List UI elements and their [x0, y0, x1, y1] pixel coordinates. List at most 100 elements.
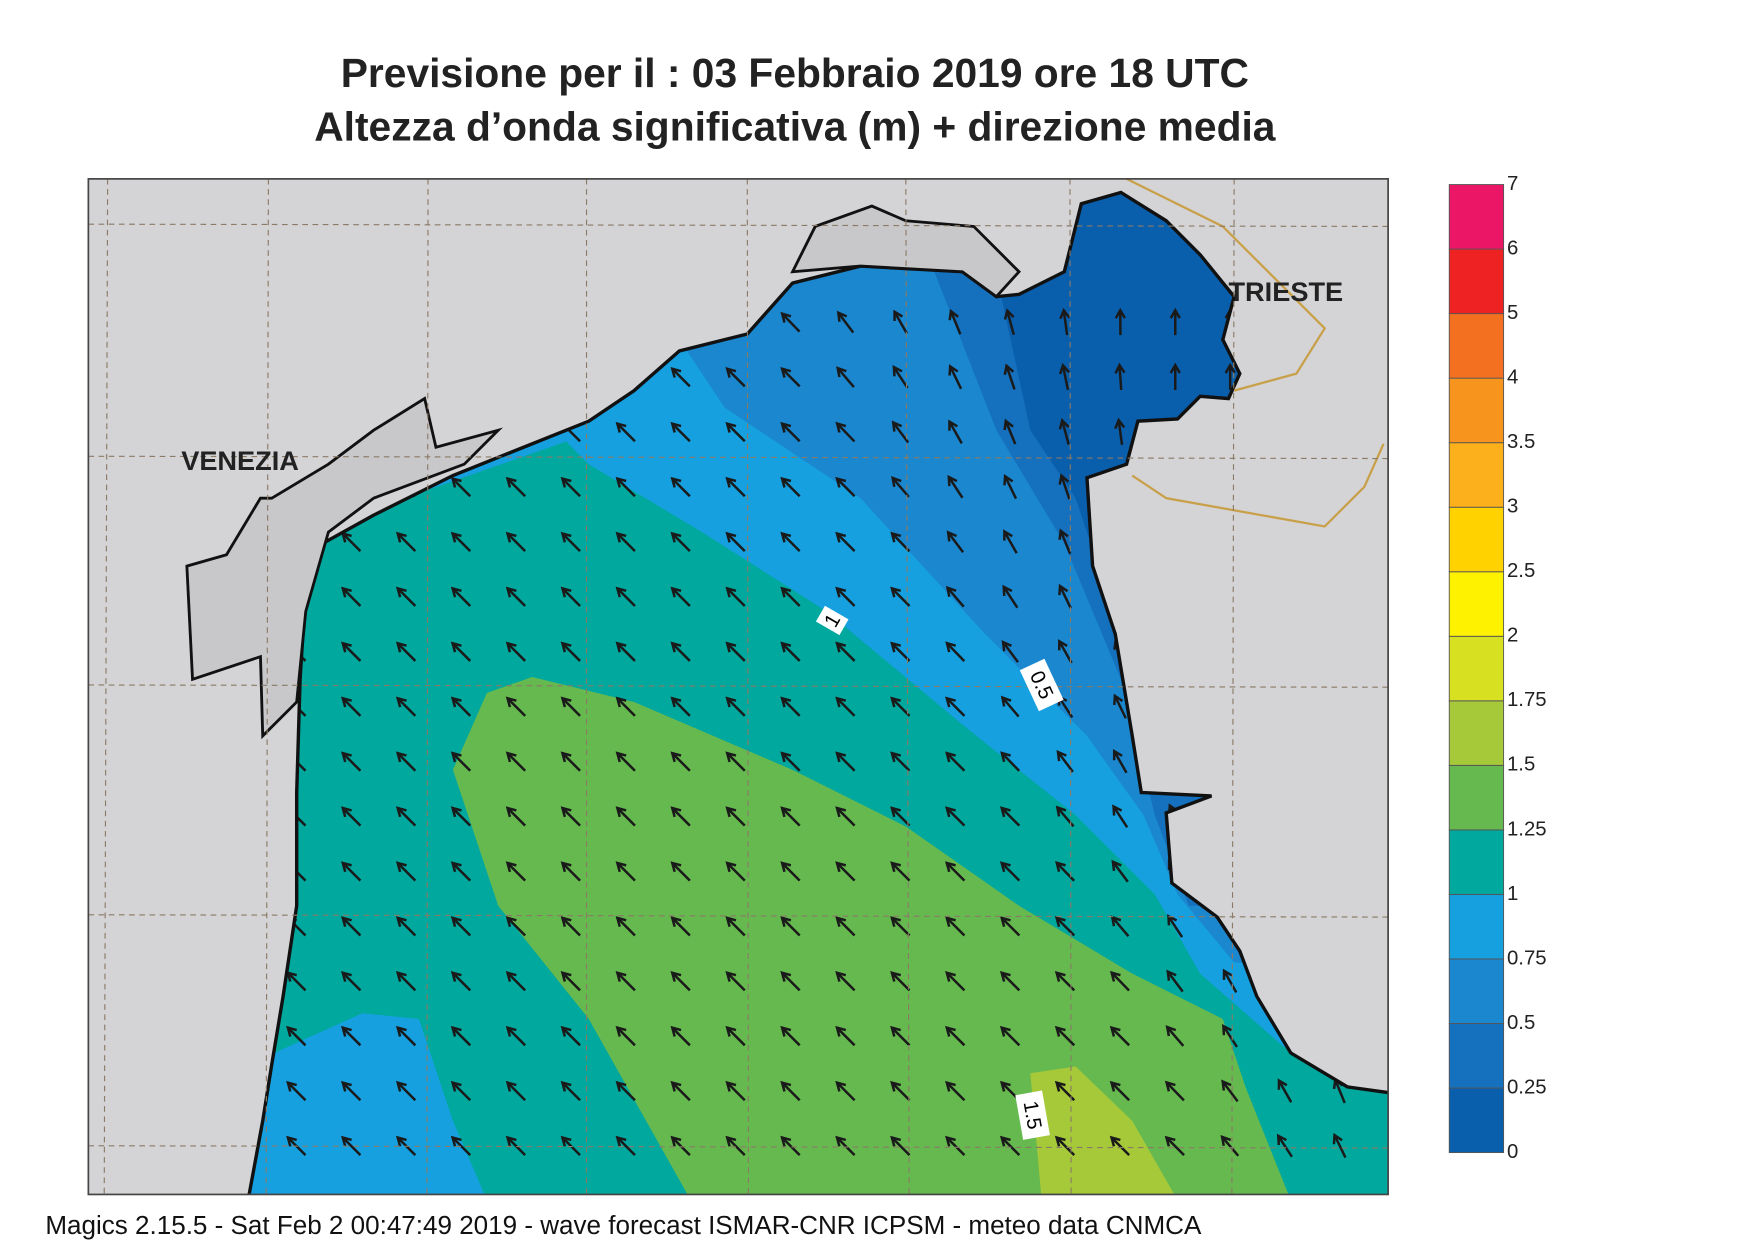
wave-arrow: [615, 916, 636, 937]
wave-arrow: [780, 531, 801, 553]
wave-arrow: [1058, 528, 1072, 555]
wave-arrow: [945, 1080, 966, 1102]
legend-label: 6: [1507, 237, 1518, 259]
legend-label: 0.5: [1507, 1012, 1535, 1034]
wave-arrow: [1221, 1023, 1239, 1048]
title: Previsione per il : 03 Febbraio 2019 ore…: [341, 50, 1249, 96]
wave-arrow: [1222, 968, 1238, 994]
legend-swatch: [1448, 248, 1505, 315]
legend-swatch: [1448, 958, 1505, 1024]
wave-arrow: [1114, 417, 1126, 446]
wave-arrow: [670, 641, 691, 662]
wave-arrow: [395, 531, 417, 553]
wave-arrow: [560, 586, 581, 607]
wave-arrow: [560, 861, 581, 882]
wave-arrow: [725, 696, 746, 717]
wave-arrow: [505, 751, 527, 772]
wave-arrow: [725, 641, 746, 662]
legend-swatch: [1448, 700, 1505, 766]
wave-arrow: [945, 585, 965, 608]
wave-arrow: [780, 311, 801, 333]
wave-arrow: [615, 1080, 636, 1102]
wave-arrow: [615, 586, 636, 607]
wave-arrow: [1001, 640, 1019, 663]
color-legend: 0 0.25 0.5 0.75 1 1.25 1.5 1.75 2 2.5 3 3.5 4 5 6 7: [1448, 173, 1547, 1163]
wave-arrow: [615, 696, 636, 717]
wave-arrow: [450, 531, 472, 553]
wave-arrow: [999, 916, 1021, 937]
wave-arrow: [670, 696, 691, 717]
legend-swatch: [1448, 506, 1505, 573]
wave-arrow: [670, 916, 691, 937]
wave-arrow: [341, 861, 362, 882]
wave-arrow: [341, 971, 362, 992]
wave-arrow: [999, 1135, 1021, 1157]
wave-arrow: [615, 751, 636, 772]
wave-arrow: [505, 641, 527, 662]
wave-arrow: [946, 530, 965, 554]
wave-arrow: [670, 861, 691, 882]
wave-arrow: [1058, 583, 1073, 609]
wave-arrow: [1003, 418, 1017, 445]
wave-arrow: [505, 1080, 527, 1102]
legend-label: 1: [1507, 883, 1518, 905]
wave-arrow: [615, 476, 636, 498]
wave-arrow: [725, 861, 746, 882]
wave-arrow: [893, 309, 908, 335]
wave-arrow: [341, 1135, 362, 1157]
wave-arrow: [725, 1025, 746, 1047]
wave-arrow: [1056, 749, 1074, 773]
wave-arrow: [341, 641, 362, 662]
legend-label: 1.25: [1507, 818, 1547, 840]
wave-arrow: [1003, 473, 1018, 500]
wave-arrow: [1277, 1078, 1293, 1103]
wave-arrow: [890, 1080, 911, 1102]
legend-label: 0: [1507, 1141, 1518, 1163]
wave-arrow: [1164, 1080, 1185, 1102]
wave-arrow: [780, 751, 801, 772]
wave-arrow: [780, 696, 801, 717]
legend-label: 2.5: [1507, 560, 1535, 582]
wave-arrow: [780, 421, 801, 443]
wave-arrow: [395, 916, 417, 937]
wave-arrow: [450, 971, 472, 992]
wave-arrow: [835, 1025, 856, 1047]
wave-arrow: [891, 420, 910, 444]
wave-arrow: [1167, 914, 1184, 938]
wave-arrow: [890, 751, 911, 772]
wave-arrow: [670, 971, 691, 992]
wave-arrow: [1114, 307, 1126, 336]
wave-arrow: [395, 806, 417, 827]
legend-swatch: [1448, 893, 1505, 960]
wave-arrow: [1111, 859, 1129, 883]
wave-arrow: [780, 1135, 801, 1157]
wave-arrow: [780, 861, 801, 882]
wave-arrow: [780, 971, 801, 992]
wave-arrow: [670, 586, 691, 607]
wave-arrow: [835, 476, 856, 498]
wave-arrow: [505, 531, 527, 553]
place-label: VENEZIA: [181, 445, 299, 476]
wave-arrow: [835, 1135, 856, 1157]
wave-arrow: [615, 1135, 636, 1157]
wave-arrow: [395, 641, 417, 662]
wave-arrow: [945, 971, 966, 992]
wave-arrow: [1055, 861, 1076, 882]
wave-arrow: [890, 641, 911, 662]
contour-label-text: 1.5: [1019, 1099, 1046, 1131]
wave-arrow: [1058, 639, 1073, 664]
legend-swatch: [1448, 764, 1505, 831]
wave-arrow: [835, 806, 856, 827]
wave-arrow: [450, 476, 472, 498]
legend-swatch: [1448, 377, 1505, 444]
wave-arrow: [1220, 1134, 1240, 1157]
legend-label: 3: [1507, 496, 1518, 518]
wave-arrow: [505, 916, 527, 937]
wave-arrow: [1000, 751, 1021, 772]
wave-arrow: [450, 696, 472, 717]
wave-arrow: [780, 641, 801, 662]
legend-swatch: [1448, 1087, 1505, 1154]
wave-arrow: [1110, 915, 1130, 937]
wave-arrow: [505, 971, 527, 992]
